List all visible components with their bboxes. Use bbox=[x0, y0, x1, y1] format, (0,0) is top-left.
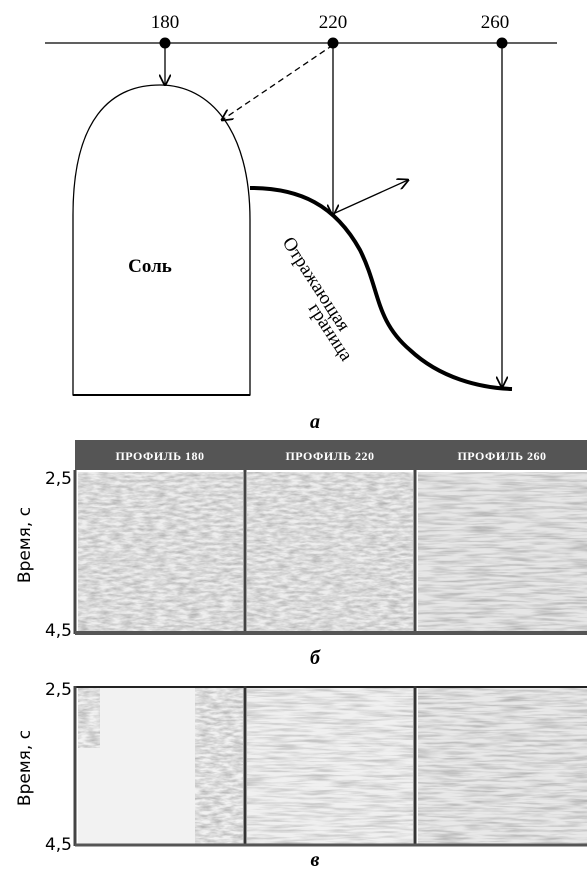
y-tick-label: 4,5 bbox=[45, 835, 72, 855]
seismic-texture bbox=[418, 688, 587, 844]
receiver bbox=[159, 37, 171, 49]
salt-label: Соль bbox=[128, 256, 172, 277]
y-tick-label: 2,5 bbox=[45, 469, 72, 489]
seismic-texture bbox=[78, 688, 100, 748]
seismic-texture bbox=[247, 688, 413, 844]
profile-label: 180 bbox=[151, 12, 180, 33]
normal bbox=[334, 180, 408, 214]
seismic-texture bbox=[195, 688, 243, 844]
seismic-texture bbox=[418, 472, 587, 632]
profile-header: ПРОФИЛЬ 220 bbox=[285, 449, 374, 463]
y-tick-label: 4,5 bbox=[45, 621, 72, 641]
caption: а bbox=[310, 411, 320, 433]
seismic-texture bbox=[247, 472, 413, 632]
diagram bbox=[45, 37, 557, 396]
y-axis-label: Время, с bbox=[15, 507, 35, 583]
seismic-texture bbox=[78, 472, 243, 632]
receiver bbox=[327, 37, 339, 49]
caption: в bbox=[311, 849, 320, 871]
reflector bbox=[249, 186, 513, 391]
profile-header: ПРОФИЛЬ 180 bbox=[115, 449, 204, 463]
profile-label: 260 bbox=[481, 12, 510, 33]
y-tick-label: 2,5 bbox=[45, 680, 72, 700]
y-axis-label: Время, с bbox=[15, 730, 35, 806]
salt-body bbox=[72, 84, 251, 396]
header-band bbox=[75, 440, 587, 470]
profile-label: 220 bbox=[319, 12, 348, 33]
ray-dashed bbox=[222, 44, 334, 120]
panel-c bbox=[73, 686, 587, 847]
caption: б bbox=[310, 647, 321, 669]
panel-b bbox=[73, 440, 587, 635]
profile-header: ПРОФИЛЬ 260 bbox=[457, 449, 546, 463]
receiver bbox=[496, 37, 508, 49]
